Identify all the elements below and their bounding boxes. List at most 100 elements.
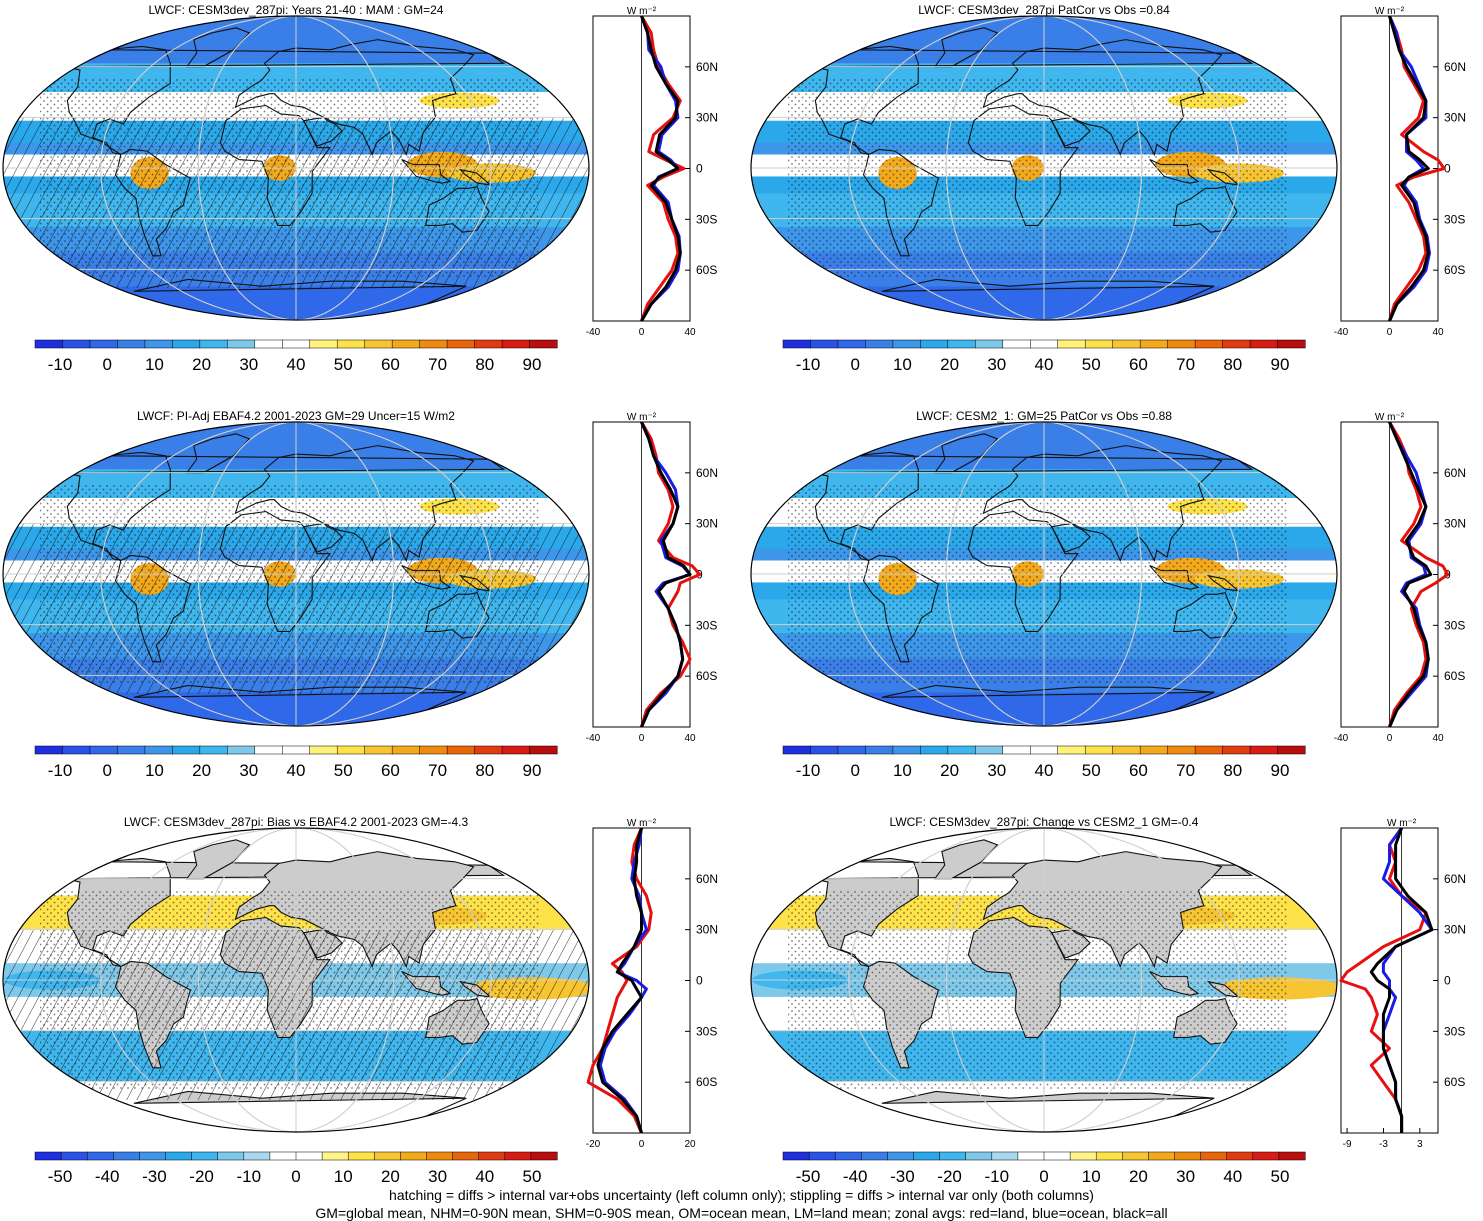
colorbar-tick-label: -20 — [189, 1167, 214, 1186]
colorbar-tick-label: 70 — [1176, 355, 1195, 374]
colorbar-tick-label: 30 — [239, 761, 258, 780]
zonal-land-series — [1388, 421, 1450, 728]
stippling — [788, 890, 1288, 1090]
colorbar-tick-label: -40 — [95, 1167, 120, 1186]
zonal-ocean-series — [1388, 15, 1431, 322]
colorbar-swatch — [144, 745, 173, 755]
colorbar-swatch — [892, 745, 921, 755]
zonal-x-label: -9 — [1343, 1139, 1352, 1150]
longitude-line — [848, 828, 1240, 1132]
panel: LWCF: PI-Adj EBAF4.2 2001-2023 GM=29 Unc… — [2, 409, 718, 780]
zonal-lat-label: 30N — [1444, 923, 1466, 937]
zonal-all-series — [1388, 15, 1430, 322]
colorbar-swatch — [782, 339, 812, 349]
longitude-line — [945, 16, 1143, 320]
map — [3, 16, 589, 320]
colorbar-tick-label: -20 — [937, 1167, 962, 1186]
zonal-land-series — [586, 827, 653, 1134]
colorbar-tick-label: 20 — [940, 761, 959, 780]
coastline-greenland — [933, 27, 999, 68]
zonal-lat-label: 60N — [696, 60, 718, 74]
colorbar-tick-label: -30 — [142, 1167, 167, 1186]
colorbar-swatch — [217, 1151, 245, 1161]
longitude-line — [197, 16, 395, 320]
zonal-unit: W m⁻² — [627, 818, 657, 829]
colorbar-tick-label: 0 — [291, 1167, 300, 1186]
colorbar-tick-label: 50 — [1082, 761, 1101, 780]
map — [751, 422, 1337, 726]
colorbar-tick-label: 70 — [1176, 761, 1195, 780]
colorbar-swatch — [501, 339, 531, 349]
colorbar-swatch — [530, 1151, 558, 1161]
colorbar-tick-label: -10 — [796, 355, 821, 374]
panel: LWCF: CESM3dev_287pi: Change vs CESM2_1 … — [750, 815, 1466, 1186]
zonal-unit: W m⁻² — [1375, 412, 1405, 423]
panel: LWCF: CESM3dev_287pi: Years 21-40 : MAM … — [2, 3, 718, 374]
zonal-lat-label: 0 — [696, 974, 703, 988]
colorbar-swatch — [861, 1151, 888, 1161]
colorbar-swatch — [474, 339, 503, 349]
zonal-plot: W m⁻² 60N 30N 0 30S 60S -20 0 20 — [586, 818, 718, 1150]
zonal-lat-label: 30S — [696, 1024, 717, 1038]
map — [3, 422, 589, 726]
colorbar-tick-label: 40 — [287, 355, 306, 374]
colorbar-swatch — [62, 339, 91, 349]
panel-title: LWCF: CESM3dev_287pi: Years 21-40 : MAM … — [149, 3, 444, 17]
colorbar-tick-label: 90 — [523, 761, 542, 780]
colorbar-tick-label: 60 — [1129, 761, 1148, 780]
zonal-x-label: -3 — [1379, 1139, 1388, 1150]
footer-note-hatching: hatching = diffs > internal var+obs unce… — [389, 1187, 1094, 1203]
colorbar-tick-label: 40 — [1035, 761, 1054, 780]
colorbar-swatch — [810, 745, 839, 755]
colorbar-swatch — [920, 745, 949, 755]
zonal-lat-label: 30N — [1444, 111, 1466, 125]
stippling — [788, 78, 1288, 278]
colorbar-swatch — [282, 745, 311, 755]
colorbar-swatch — [452, 1151, 480, 1161]
zonal-lat-label: 60N — [696, 872, 718, 886]
zonal-lat-label: 0 — [696, 162, 703, 176]
colorbar-swatch — [865, 745, 894, 755]
colorbar-swatch — [254, 339, 283, 349]
colorbar-tick-label: 0 — [850, 761, 859, 780]
colorbar-swatch — [1226, 1151, 1254, 1161]
map — [3, 828, 589, 1132]
colorbar-swatch — [309, 745, 338, 755]
colorbar-swatch — [1278, 1151, 1306, 1161]
zonal-lat-label: 60N — [1444, 60, 1466, 74]
colorbar-swatch — [1002, 745, 1031, 755]
zonal-x-label: 40 — [1432, 327, 1444, 338]
zonal-unit: W m⁻² — [627, 412, 657, 423]
colorbar-tick-label: -10 — [796, 761, 821, 780]
colorbar-swatch — [837, 339, 866, 349]
zonal-lat-label: 0 — [1444, 162, 1451, 176]
zonal-all-series — [1369, 827, 1434, 1133]
colorbar-swatch — [227, 339, 256, 349]
colorbar-tick-label: 50 — [1082, 355, 1101, 374]
colorbar-swatch — [374, 1151, 401, 1161]
colorbar-tick-label: 30 — [239, 355, 258, 374]
longitude-line — [197, 422, 395, 726]
colorbar-swatch — [139, 1151, 167, 1161]
colorbar-swatch — [782, 1151, 810, 1161]
colorbar-tick-label: -50 — [48, 1167, 73, 1186]
colorbar-swatch — [1277, 745, 1306, 755]
panel-title: LWCF: CESM2_1: GM=25 PatCor vs Obs =0.88 — [916, 409, 1172, 423]
zonal-lat-label: 60S — [1444, 263, 1465, 277]
zonal-lat-label: 60N — [696, 466, 718, 480]
longitude-line — [100, 828, 492, 1132]
colorbar-swatch — [529, 339, 558, 349]
colorbar-tick-label: 30 — [1176, 1167, 1195, 1186]
zonal-unit: W m⁻² — [627, 6, 657, 17]
panel-title: LWCF: CESM3dev_287pi PatCor vs Obs =0.84 — [918, 3, 1170, 17]
colorbar-swatch — [1249, 339, 1279, 349]
colorbar-tick-label: 40 — [287, 761, 306, 780]
colorbar-tick-label: -30 — [890, 1167, 915, 1186]
coastline-greenland — [185, 27, 251, 68]
longitude-line — [100, 16, 492, 320]
colorbar-swatch — [321, 1151, 349, 1161]
colorbar-swatch — [865, 339, 894, 349]
map — [751, 16, 1337, 320]
longitude-line — [848, 422, 1240, 726]
zonal-lat-label: 30S — [1444, 618, 1465, 632]
